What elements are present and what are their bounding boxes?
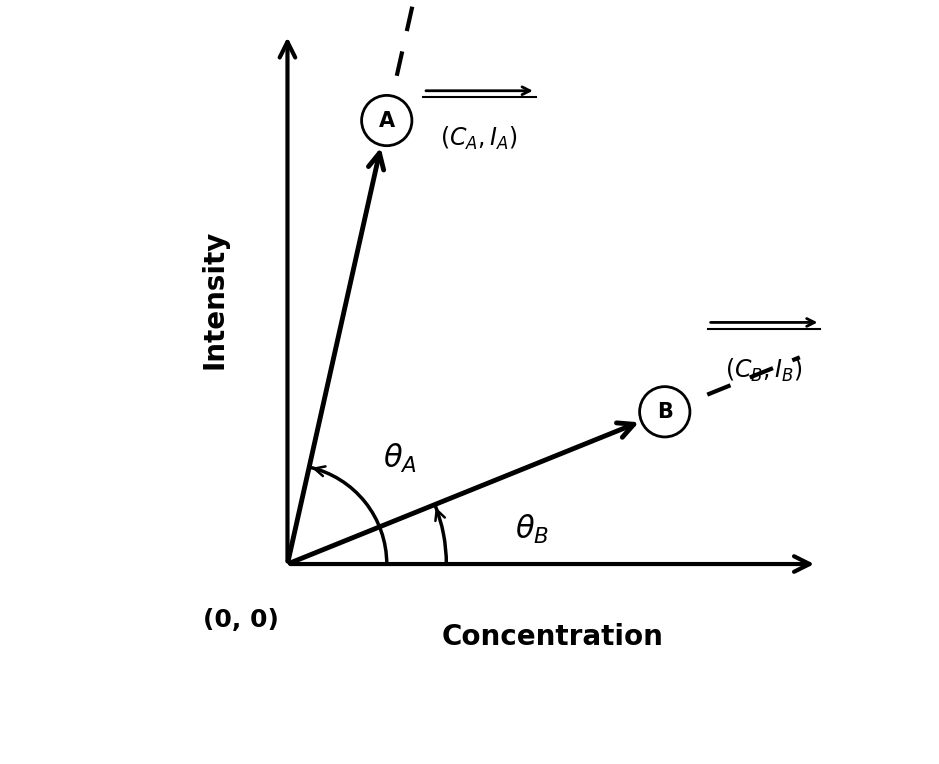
Text: $(C_A,I_A)$: $(C_A,I_A)$ (440, 125, 518, 152)
Text: Concentration: Concentration (441, 623, 663, 651)
Text: $\boldsymbol{\theta_B}$: $\boldsymbol{\theta_B}$ (515, 513, 548, 546)
Text: A: A (378, 111, 394, 131)
Text: $\boldsymbol{\theta_A}$: $\boldsymbol{\theta_A}$ (383, 442, 417, 475)
Text: B: B (657, 402, 672, 422)
Text: Intensity: Intensity (201, 229, 229, 369)
Text: $(C_B,I_B)$: $(C_B,I_B)$ (725, 357, 803, 384)
Circle shape (639, 387, 690, 437)
Circle shape (362, 96, 412, 146)
Text: (0, 0): (0, 0) (203, 608, 279, 633)
